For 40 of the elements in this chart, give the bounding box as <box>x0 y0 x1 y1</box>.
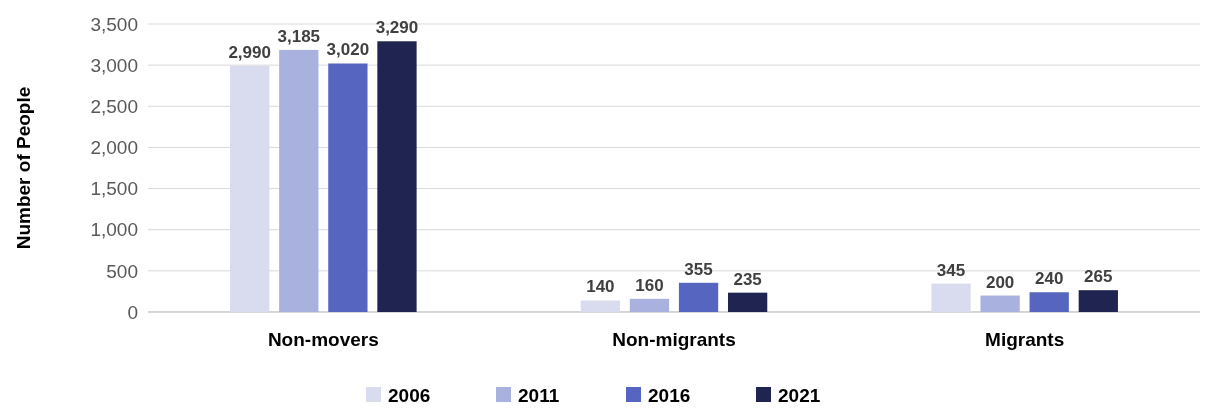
bar <box>279 49 319 312</box>
data-label: 235 <box>733 269 762 289</box>
data-label: 200 <box>985 272 1015 292</box>
y-tick-label: 3,000 <box>90 54 138 76</box>
y-tick-label: 1,500 <box>90 178 138 200</box>
x-tick-label: Non-movers <box>267 329 379 350</box>
data-label: 3,290 <box>375 18 419 38</box>
data-label: 140 <box>586 277 615 297</box>
bar <box>1029 292 1069 312</box>
x-tick-label: Non-migrants <box>612 329 736 350</box>
y-tick-label: 2,000 <box>90 137 138 159</box>
data-label: 3,185 <box>277 26 321 46</box>
x-tick-label: Migrants <box>985 329 1065 350</box>
bar <box>377 41 417 312</box>
y-tick-label: 3,500 <box>90 13 138 35</box>
data-label: 240 <box>1035 269 1064 289</box>
bar <box>931 283 971 312</box>
bar <box>1078 290 1118 312</box>
legend-label: 2011 <box>518 384 560 406</box>
bar <box>230 65 270 312</box>
y-tick-label: 2,500 <box>90 95 138 117</box>
y-tick-label: 0 <box>127 301 138 323</box>
y-tick-label: 1,000 <box>90 219 138 241</box>
bar <box>328 63 368 312</box>
bar <box>629 298 670 312</box>
legend-label: 2021 <box>778 384 821 406</box>
bar <box>580 300 620 312</box>
data-label: 355 <box>684 259 713 279</box>
y-axis-title: Number of People <box>13 86 34 250</box>
legend-label: 2006 <box>388 384 431 406</box>
legend-label: 2016 <box>648 384 691 406</box>
data-label: 265 <box>1084 267 1113 287</box>
y-tick-label: 500 <box>106 260 138 282</box>
bar <box>728 292 768 312</box>
data-label: 160 <box>635 275 664 295</box>
data-label: 2,990 <box>228 42 271 62</box>
bar <box>980 295 1020 312</box>
data-label: 3,020 <box>326 40 370 60</box>
bar <box>678 282 719 312</box>
data-label: 345 <box>936 260 966 280</box>
